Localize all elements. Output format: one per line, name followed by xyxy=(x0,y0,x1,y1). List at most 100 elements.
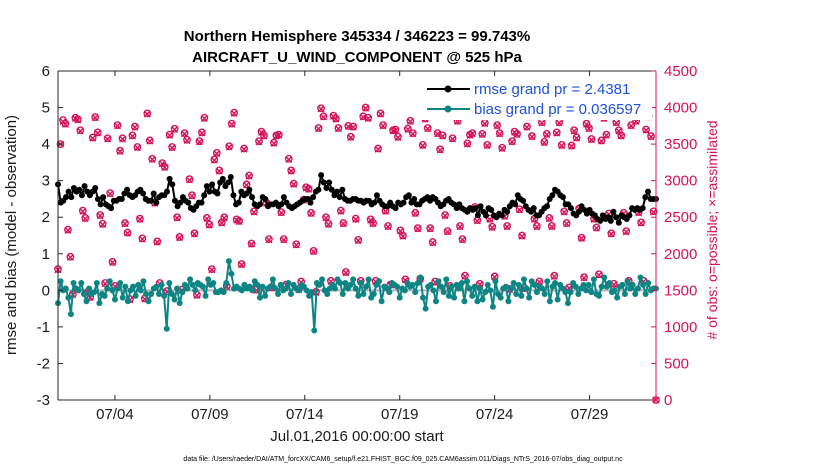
obs-possible-marker xyxy=(319,112,328,121)
obs-possible-marker xyxy=(143,109,152,118)
bias-point xyxy=(143,290,150,297)
bias-point xyxy=(287,290,294,297)
obs-assimilated-marker xyxy=(255,138,263,146)
obs-assimilated-marker xyxy=(275,131,283,139)
bias-point xyxy=(572,283,579,290)
bias-point xyxy=(189,281,196,288)
bias-point xyxy=(155,290,162,297)
obs-assimilated-marker xyxy=(203,215,211,223)
obs-possible-marker xyxy=(123,228,132,237)
obs-assimilated-marker xyxy=(359,113,367,121)
obs-possible-marker xyxy=(411,208,420,217)
obs-assimilated-marker xyxy=(186,176,194,184)
obs-assimilated-marker xyxy=(109,259,117,267)
y-right-tick-label: 0 xyxy=(664,392,672,409)
rmse-point xyxy=(97,201,104,208)
bias-point xyxy=(479,296,486,303)
bias-point xyxy=(562,289,569,296)
bias-point xyxy=(645,280,652,287)
obs-assimilated-marker xyxy=(315,125,323,133)
bias-point xyxy=(285,280,292,287)
bias-series-layer xyxy=(55,258,659,334)
obs-possible-marker xyxy=(317,104,325,113)
bias-point xyxy=(91,289,98,296)
x-axis-label: Jul.01,2016 00:00:00 start xyxy=(270,428,444,445)
rmse-point xyxy=(339,186,346,193)
obs-assimilated-marker xyxy=(597,137,605,145)
obs-possible-marker xyxy=(552,128,561,137)
obs-assimilated-marker xyxy=(181,130,189,138)
obs-assimilated-marker xyxy=(76,127,84,135)
obs-assimilated-marker xyxy=(553,129,561,137)
obs-possible-marker xyxy=(225,142,234,151)
obs-assimilated-marker xyxy=(257,128,265,136)
rmse-point xyxy=(62,194,69,201)
obs-assimilated-marker xyxy=(121,220,129,228)
bias-point xyxy=(458,280,465,287)
bias-point xyxy=(601,274,608,281)
obs-possible-marker xyxy=(287,166,296,175)
bias-point xyxy=(135,281,142,288)
bias-point xyxy=(117,280,124,287)
obs-assimilated-marker xyxy=(379,122,387,130)
obs-assimilated-marker xyxy=(198,129,206,137)
bias-point xyxy=(554,296,561,303)
obs-possible-marker xyxy=(198,128,206,137)
bias-point xyxy=(396,294,403,301)
obs-assimilated-marker xyxy=(540,139,548,147)
bias-point xyxy=(464,278,471,285)
obs-assimilated-marker xyxy=(367,216,375,224)
obs-assimilated-marker xyxy=(394,134,402,142)
obs-possible-marker xyxy=(339,219,348,227)
obs-possible-marker xyxy=(66,252,75,261)
obs-assimilated-marker xyxy=(406,117,414,125)
bias-point xyxy=(140,278,147,285)
bias-point xyxy=(179,289,186,296)
obs-assimilated-marker xyxy=(131,123,139,131)
obs-possible-marker xyxy=(207,265,216,274)
legend-rmse-label: rmse grand pr = 2.4381 xyxy=(474,81,630,98)
obs-possible-marker xyxy=(56,140,65,149)
obs-assimilated-marker xyxy=(369,220,377,228)
obs-assimilated-marker xyxy=(322,214,330,222)
rmse-point xyxy=(549,192,556,199)
y-right-tick-label: 3000 xyxy=(664,173,697,190)
bias-point xyxy=(308,289,315,296)
bias-point xyxy=(337,280,344,287)
bias-point xyxy=(75,287,82,294)
obs-assimilated-marker xyxy=(444,228,452,236)
obs-possible-marker xyxy=(180,129,189,138)
obs-assimilated-marker xyxy=(528,133,536,141)
obs-assimilated-marker xyxy=(439,132,447,140)
obs-assimilated-marker xyxy=(176,234,184,242)
legend: rmse grand pr = 2.4381 bias grand pr = 0… xyxy=(420,76,652,120)
obs-possible-marker xyxy=(557,140,566,149)
x-tick-label: 07/14 xyxy=(286,406,324,423)
rmse-point xyxy=(530,205,537,212)
obs-assimilated-marker xyxy=(146,137,154,145)
bias-point xyxy=(124,298,131,305)
obs-possible-marker xyxy=(627,121,636,130)
rmse-point xyxy=(78,192,85,199)
obs-assimilated-marker xyxy=(342,269,350,277)
rmse-point xyxy=(320,179,327,186)
obs-possible-marker xyxy=(374,144,382,153)
obs-assimilated-marker xyxy=(647,133,655,141)
rmse-point xyxy=(512,201,519,208)
obs-assimilated-marker xyxy=(429,239,437,247)
obs-assimilated-marker xyxy=(545,215,553,223)
obs-assimilated-marker xyxy=(106,190,114,198)
bias-point xyxy=(515,281,522,288)
bias-point xyxy=(360,290,367,297)
obs-possible-marker xyxy=(170,124,179,133)
bias-point xyxy=(62,285,69,292)
bias-point xyxy=(202,292,209,299)
rmse-point xyxy=(92,184,99,191)
rmse-point xyxy=(520,197,527,204)
obs-assimilated-marker xyxy=(74,116,82,124)
obs-assimilated-marker xyxy=(622,228,630,236)
y-axis-label: rmse and bias (model - observation) xyxy=(3,115,20,355)
rmse-point xyxy=(645,188,652,195)
obs-possible-marker xyxy=(587,135,596,143)
bias-point xyxy=(476,285,483,292)
